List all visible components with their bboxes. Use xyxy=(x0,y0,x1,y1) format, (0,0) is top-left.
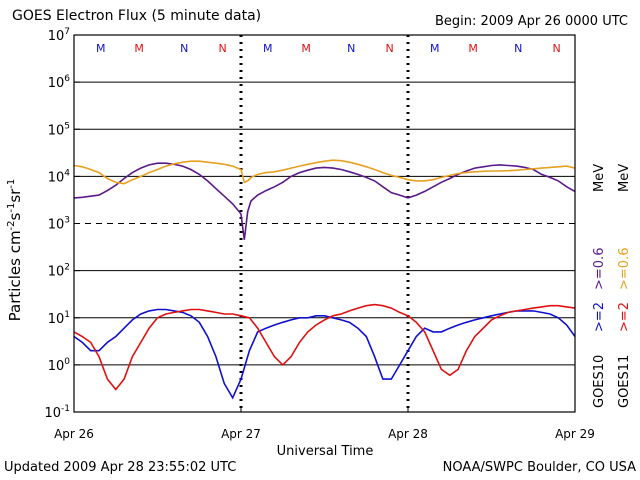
series-3 xyxy=(73,308,576,400)
mn-marker-N: N xyxy=(553,42,561,55)
y-axis-label: Particles cm-2s-1sr-1 xyxy=(6,179,24,322)
mn-marker-N: N xyxy=(219,42,227,55)
plot-border xyxy=(73,34,576,413)
mn-marker-N: N xyxy=(180,42,188,55)
x-tick-label: Apr 29 xyxy=(555,427,595,441)
series-1 xyxy=(73,162,576,240)
x-axis-ticks: Apr 26 Apr 27 Apr 28 Apr 29 xyxy=(54,406,595,441)
y-tick-label: 102 xyxy=(48,263,70,280)
y-tick-label: 100 xyxy=(48,357,71,374)
y-tick-label: 106 xyxy=(48,74,71,91)
y-tick-label: 105 xyxy=(48,121,70,138)
legend-key-GOES11: GOES11 xyxy=(617,355,632,408)
x-tick-label: Apr 27 xyxy=(221,427,261,441)
y-tick-label: 101 xyxy=(48,310,70,327)
legend-key-GOES10: GOES10 xyxy=(592,355,607,408)
plot-frame xyxy=(73,34,576,413)
series-2 xyxy=(73,159,576,185)
x-tick-label: Apr 26 xyxy=(54,427,94,441)
mn-marker-M: M xyxy=(134,42,144,55)
credit: NOAA/SWPC Boulder, CO USA xyxy=(442,460,636,475)
mn-marker-M: M xyxy=(96,42,106,55)
legend-energy-2mev: >=2 xyxy=(592,302,607,332)
legend-energy-2mev: >=2 xyxy=(617,302,632,332)
y-tick-label: 104 xyxy=(48,168,71,185)
mn-marker-M: M xyxy=(263,42,273,55)
mn-marker-M: M xyxy=(468,42,478,55)
legend-energy-06mev: >=0.6 xyxy=(592,248,607,290)
updated-timestamp: Updated 2009 Apr 28 23:55:02 UTC xyxy=(4,460,237,475)
chart-title: GOES Electron Flux (5 minute data) xyxy=(12,8,262,24)
mn-marker-N: N xyxy=(386,42,394,55)
mn-marker-N: N xyxy=(347,42,355,55)
y-tick-label: 10-1 xyxy=(44,404,70,421)
mn-marker-M: M xyxy=(430,42,440,55)
x-tick-label: Apr 28 xyxy=(388,427,428,441)
mn-marker-M: M xyxy=(301,42,311,55)
x-axis-label: Universal Time xyxy=(277,444,374,459)
legend-energy-06mev: >=0.6 xyxy=(617,248,632,290)
grid xyxy=(74,34,575,413)
legend-unit: MeV xyxy=(592,164,607,192)
series-lines xyxy=(73,159,576,400)
y-axis-ticks: 10-1 100 101 102 103 104 105 106 107 xyxy=(44,27,80,421)
mn-marker-N: N xyxy=(514,42,522,55)
legend: GOES10 >=2 GOES11 >=2 >=0.6 MeV >=0.6 MeV xyxy=(592,164,632,408)
y-tick-label: 107 xyxy=(48,27,70,44)
begin-time: Begin: 2009 Apr 26 0000 UTC xyxy=(434,14,628,29)
series-4 xyxy=(73,303,576,391)
legend-unit: MeV xyxy=(617,164,632,192)
y-tick-label: 103 xyxy=(48,216,70,233)
